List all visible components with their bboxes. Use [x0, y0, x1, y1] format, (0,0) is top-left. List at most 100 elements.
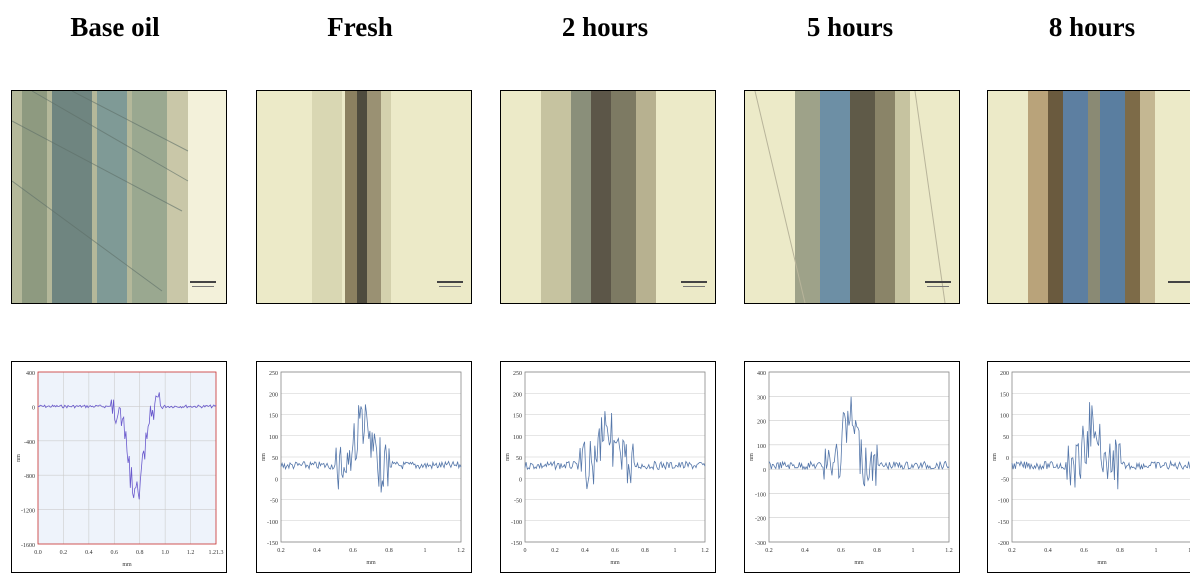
- plot-frame: [524, 371, 706, 543]
- x-tick-label: 0.2: [277, 548, 285, 554]
- y-tick-label: 250: [513, 371, 522, 377]
- wear-track-image: [745, 91, 959, 303]
- profile-trace: [524, 411, 706, 490]
- y-tick-label: 200: [1000, 371, 1009, 377]
- x-tick-label: 0.4: [85, 550, 93, 556]
- profile-plot-5-hours: 400 300 200 100 0 -100 -200 -300 0.2 0.4 0.6 0.8 1 1.…: [744, 361, 960, 573]
- x-tick-label: 0.8: [1116, 548, 1124, 554]
- x-tick-label: 0.2: [60, 550, 68, 556]
- x-tick-label: 0.8: [136, 550, 144, 556]
- y-tick-label: -50: [270, 499, 278, 505]
- x-tick-label: 0.4: [313, 548, 321, 554]
- y-tick-label: -200: [998, 541, 1009, 547]
- y-tick-label: 250: [269, 371, 278, 377]
- y-tick-label: 100: [269, 435, 278, 441]
- y-tick-label: -1200: [21, 509, 35, 515]
- x-tick-label: 1.2: [1188, 548, 1190, 554]
- y-tick-label: 50: [516, 456, 522, 462]
- profile-plot-fresh: 250 200 150 100 50 0 -50 -100 -150 0.2 0.4 0.6 0.8 1 1…: [256, 361, 472, 573]
- y-tick-label: -50: [1001, 477, 1009, 483]
- y-tick-label: 100: [513, 435, 522, 441]
- x-tick-label: 0.6: [611, 548, 619, 554]
- x-tick-label: 0: [524, 548, 527, 554]
- micrograph-fresh: [256, 90, 472, 304]
- x-tick-label: 1.2: [187, 550, 195, 556]
- y-tick-label: 0: [275, 477, 278, 483]
- micrograph-2-hours: [500, 90, 716, 304]
- y-axis-label: nm: [261, 453, 267, 461]
- y-tick-label: -200: [755, 517, 766, 523]
- x-tick-label: 0.8: [873, 548, 881, 554]
- plot-frame: [280, 371, 462, 543]
- x-tick-label: 0.2: [551, 548, 559, 554]
- x-tick-label: 1.0: [161, 550, 169, 556]
- x-tick-label: 1: [424, 548, 427, 554]
- y-tick-label: 150: [269, 414, 278, 420]
- x-tick-label: 0.0: [34, 550, 42, 556]
- y-tick-label: 0: [763, 468, 766, 474]
- y-tick-label: -150: [511, 541, 522, 547]
- y-tick-label: 100: [757, 444, 766, 450]
- plot-frame: [37, 371, 217, 545]
- x-tick-label: 1.21.3: [209, 550, 224, 556]
- y-tick-label: 400: [26, 371, 35, 377]
- wear-track-image: [501, 91, 715, 303]
- x-tick-label: 1: [674, 548, 677, 554]
- y-tick-label: 400: [757, 371, 766, 377]
- y-tick-label: 150: [1000, 392, 1009, 398]
- y-tick-label: 50: [272, 456, 278, 462]
- x-tick-label: 0.2: [765, 548, 773, 554]
- y-tick-label: -1600: [21, 543, 35, 549]
- x-tick-label: 0.2: [1008, 548, 1016, 554]
- x-axis-label: mm: [366, 560, 376, 566]
- x-tick-label: 1.2: [457, 548, 465, 554]
- y-axis-label: nm: [16, 454, 22, 462]
- y-tick-label: -150: [267, 541, 278, 547]
- x-tick-label: 1.2: [945, 548, 953, 554]
- column-title-2-hours: 2 hours: [561, 12, 649, 42]
- y-tick-label: 0: [519, 477, 522, 483]
- wear-track-image: [12, 91, 226, 303]
- x-tick-label: 0.6: [1080, 548, 1088, 554]
- plot-frame: [768, 371, 950, 543]
- plot-area: [38, 372, 216, 544]
- micrograph-base-oil: [11, 90, 227, 304]
- micrograph-5-hours: [744, 90, 960, 304]
- x-tick-label: 0.8: [641, 548, 649, 554]
- y-tick-label: -100: [755, 492, 766, 498]
- y-tick-label: -50: [514, 499, 522, 505]
- x-tick-label: 1: [1155, 548, 1158, 554]
- wear-track-image: [988, 91, 1190, 303]
- y-tick-label: 200: [513, 392, 522, 398]
- y-tick-label: -100: [267, 520, 278, 526]
- x-tick-label: 0.6: [837, 548, 845, 554]
- profile-trace: [37, 392, 217, 500]
- y-tick-label: -100: [998, 499, 1009, 505]
- profile-plot-8-hours: 200 150 100 50 0 -50 -100 -150 -200 0.2 0.4 0.6 0.8 1…: [987, 361, 1190, 573]
- x-tick-label: 0.6: [111, 550, 119, 556]
- plot-frame: [1011, 371, 1190, 543]
- x-axis-label: mm: [1097, 560, 1107, 566]
- y-tick-label: 200: [269, 392, 278, 398]
- y-tick-label: 150: [513, 414, 522, 420]
- profile-trace: [768, 396, 950, 487]
- y-tick-label: 0: [1006, 456, 1009, 462]
- column-title-fresh: Fresh: [327, 12, 393, 42]
- column-title-5-hours: 5 hours: [806, 12, 894, 42]
- y-tick-label: -150: [998, 520, 1009, 526]
- y-tick-label: -300: [755, 541, 766, 547]
- y-tick-label: 50: [1003, 435, 1009, 441]
- y-axis-label: nm: [749, 453, 755, 461]
- x-tick-label: 1: [912, 548, 915, 554]
- x-tick-label: 0.4: [1044, 548, 1052, 554]
- y-tick-label: -100: [511, 520, 522, 526]
- y-tick-label: -400: [24, 440, 35, 446]
- profile-trace: [1011, 402, 1190, 490]
- y-tick-label: 100: [1000, 414, 1009, 420]
- x-tick-label: 0.6: [349, 548, 357, 554]
- profile-trace: [280, 404, 462, 493]
- micrograph-8-hours: [987, 90, 1190, 304]
